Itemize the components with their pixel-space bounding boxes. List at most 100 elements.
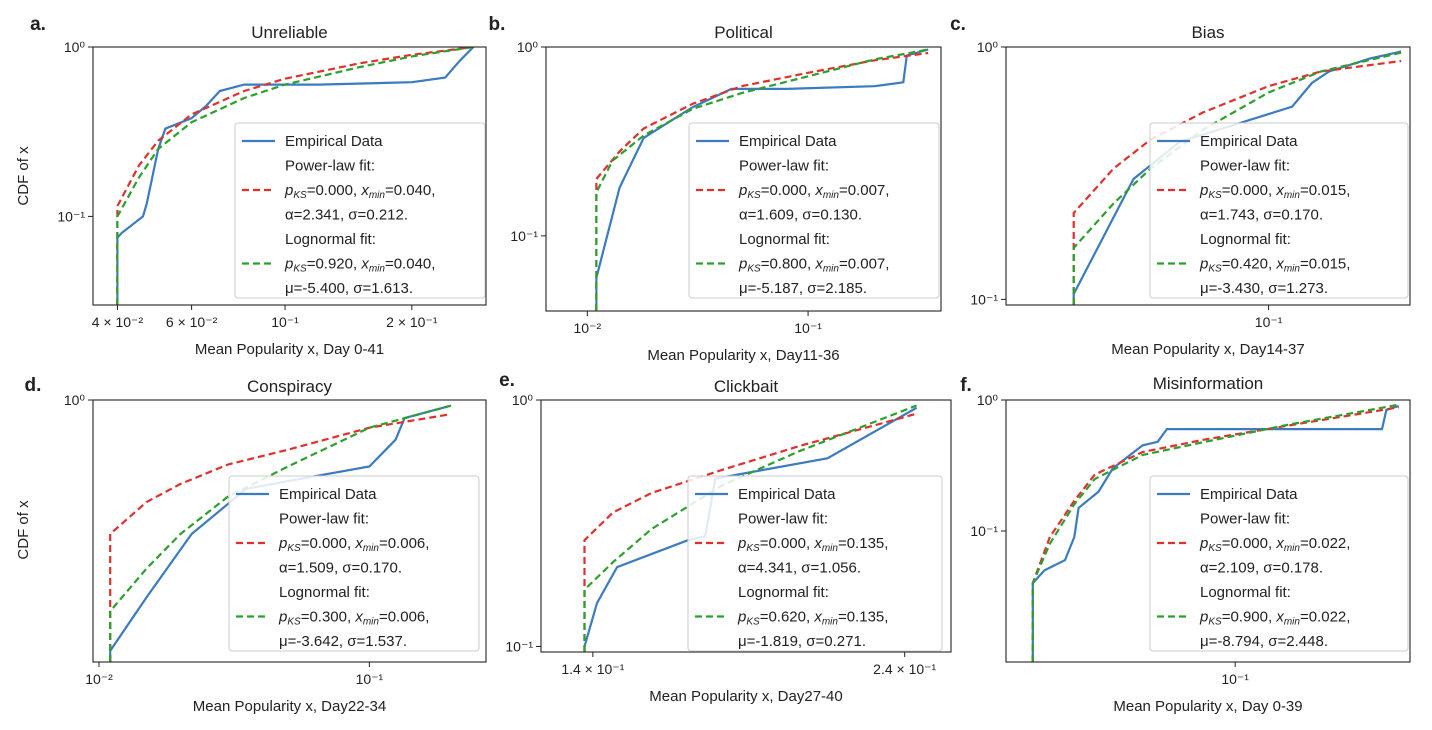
legend-box xyxy=(687,475,943,652)
legend-powerlaw-params-2: α=4.341, σ=1.056. xyxy=(738,560,861,577)
legend: Empirical Data Power-law fit: pKS=0.000, x… xyxy=(228,475,480,652)
legend-lognormal-params-1: pKS=0.920, xmin=0.040, xyxy=(284,256,435,275)
powerlaw-line xyxy=(1072,59,1402,305)
axes-frame xyxy=(540,399,952,653)
x-tick-label: 2.4 × 10⁻¹ xyxy=(873,661,936,677)
axes-frame xyxy=(545,46,942,312)
legend-lognormal-header: Lognormal fit: xyxy=(1200,584,1291,601)
legend-lognormal-params-1: pKS=0.900, xmin=0.022, xyxy=(1199,609,1350,628)
legend-lognormal-params-2: μ=-8.794, σ=2.448. xyxy=(1200,633,1328,650)
legend-powerlaw-header: Power-law fit: xyxy=(285,158,375,175)
legend-powerlaw-params-2: α=1.743, σ=0.170. xyxy=(1200,207,1323,224)
legend-lognormal-params-2: μ=-3.430, σ=1.273. xyxy=(1200,280,1328,297)
legend-powerlaw-params-2: α=2.341, σ=0.212. xyxy=(285,207,408,224)
x-axis-label: Mean Popularity x, Day27-40 xyxy=(649,688,842,705)
panel-letter: b. xyxy=(489,14,506,35)
lognormal-line xyxy=(583,404,917,652)
panel-title: Bias xyxy=(1191,23,1224,42)
y-tick-label: 10⁰ xyxy=(64,392,86,408)
legend-powerlaw-header: Power-law fit: xyxy=(1200,511,1290,528)
panel-2: b. Political 10⁻² 10⁻¹ 10⁻¹ 10⁰ Mean Popularit… xyxy=(489,14,942,364)
legend: Empirical Data Power-law fit: pKS=0.000, x… xyxy=(234,122,486,299)
legend-lognormal-params-2: μ=-5.400, σ=1.613. xyxy=(285,280,413,297)
legend-powerlaw-params-1: pKS=0.000, xmin=0.015, xyxy=(1199,182,1350,201)
legend: Empirical Data Power-law fit: pKS=0.000, x… xyxy=(1149,122,1409,299)
x-tick-label: 10⁻¹ xyxy=(1221,671,1249,687)
series-group xyxy=(116,47,475,305)
legend-powerlaw-params-2: α=1.509, σ=0.170. xyxy=(279,560,402,577)
empirical-line xyxy=(1031,404,1400,662)
x-tick-label: 6 × 10⁻² xyxy=(166,314,218,330)
x-tick-label: 10⁻² xyxy=(85,671,113,687)
x-axis-label: Mean Popularity x, Day11-36 xyxy=(647,347,839,364)
legend-box xyxy=(234,122,486,299)
legend-box xyxy=(1149,475,1409,652)
powerlaw-line xyxy=(109,413,451,662)
y-tick-label: 10⁻¹ xyxy=(510,228,538,244)
panel-letter: e. xyxy=(499,370,515,391)
legend-lognormal-header: Lognormal fit: xyxy=(279,584,370,601)
legend-lognormal-header: Lognormal fit: xyxy=(1200,231,1291,248)
y-tick-label: 10⁻¹ xyxy=(970,291,998,307)
legend-powerlaw-header: Power-law fit: xyxy=(739,158,829,175)
y-tick-label: 10⁻¹ xyxy=(505,639,533,655)
legend-box xyxy=(228,475,480,652)
legend-lognormal-params-2: μ=-5.187, σ=2.185. xyxy=(739,280,867,297)
legend-lognormal-params-2: μ=-1.819, σ=0.271. xyxy=(738,633,866,650)
panel-1: a. Unreliable 4 × 10⁻² 6 × 10⁻² 10⁻¹ 2 × 10⁻¹… xyxy=(30,14,487,358)
legend-empirical-label: Empirical Data xyxy=(738,486,836,503)
x-tick-label: 10⁻¹ xyxy=(271,314,299,330)
y-tick-label: 10⁻¹ xyxy=(57,208,85,224)
empirical-line xyxy=(1072,50,1402,305)
y-tick-label: 10⁰ xyxy=(977,392,999,408)
legend-powerlaw-header: Power-law fit: xyxy=(279,511,369,528)
y-tick-label: 10⁰ xyxy=(512,392,534,408)
legend-lognormal-params-1: pKS=0.420, xmin=0.015, xyxy=(1199,256,1350,275)
panel-title: Political xyxy=(714,23,773,42)
legend-empirical-label: Empirical Data xyxy=(739,133,837,150)
legend-powerlaw-params-2: α=2.109, σ=0.178. xyxy=(1200,560,1323,577)
legend-lognormal-params-1: pKS=0.620, xmin=0.135, xyxy=(737,609,888,628)
axes-frame xyxy=(1005,46,1411,306)
axes-frame xyxy=(92,46,487,306)
x-axis-label: Mean Popularity x, Day 0-39 xyxy=(1113,698,1302,715)
x-tick-label: 10⁻¹ xyxy=(356,671,384,687)
x-tick-label: 4 × 10⁻² xyxy=(92,314,144,330)
panel-5: e. Clickbait 1.4 × 10⁻¹ 2.4 × 10⁻¹ 10⁻¹ 10⁰ Me… xyxy=(499,370,952,705)
y-tick-label: 10⁰ xyxy=(64,39,86,55)
ylabel-row1: CDF of x xyxy=(15,146,32,206)
legend-lognormal-header: Lognormal fit: xyxy=(739,231,830,248)
ylabel-row2: CDF of x xyxy=(15,500,32,560)
series-group xyxy=(1031,403,1400,662)
x-tick-label: 10⁻² xyxy=(573,320,601,336)
legend-empirical-label: Empirical Data xyxy=(285,133,383,150)
powerlaw-line xyxy=(116,47,474,305)
lognormal-line xyxy=(1031,403,1399,662)
legend-powerlaw-params-1: pKS=0.000, xmin=0.022, xyxy=(1199,535,1350,554)
lognormal-line xyxy=(109,404,452,662)
y-tick-label: 10⁰ xyxy=(977,39,999,55)
panels: a. Unreliable 4 × 10⁻² 6 × 10⁻² 10⁻¹ 2 × 10⁻¹… xyxy=(25,14,1411,715)
legend-powerlaw-params-1: pKS=0.000, xmin=0.135, xyxy=(737,535,888,554)
panel-title: Conspiracy xyxy=(247,377,333,396)
x-tick-label: 1.4 × 10⁻¹ xyxy=(561,661,624,677)
legend-empirical-label: Empirical Data xyxy=(279,486,377,503)
lognormal-line xyxy=(116,47,474,305)
series-group xyxy=(595,48,929,311)
panel-3: c. Bias 10⁻¹ 10⁻¹ 10⁰ Mean Popularity x, Day1… xyxy=(950,14,1411,358)
legend: Empirical Data Power-law fit: pKS=0.000, x… xyxy=(687,475,943,652)
panel-letter: a. xyxy=(30,14,46,35)
legend-lognormal-params-1: pKS=0.300, xmin=0.006, xyxy=(278,609,429,628)
panel-6: f. Misinformation 10⁻¹ 10⁻¹ 10⁰ Mean Populari… xyxy=(960,374,1411,715)
x-axis-label: Mean Popularity x, Day22-34 xyxy=(193,698,386,715)
panel-title: Misinformation xyxy=(1153,374,1264,393)
panel-letter: d. xyxy=(25,375,42,396)
panel-title: Clickbait xyxy=(714,377,779,396)
legend-powerlaw-header: Power-law fit: xyxy=(738,511,828,528)
legend-powerlaw-params-1: pKS=0.000, xmin=0.006, xyxy=(278,535,429,554)
legend-lognormal-params-1: pKS=0.800, xmin=0.007, xyxy=(738,256,889,275)
x-tick-label: 10⁻¹ xyxy=(794,320,822,336)
x-tick-label: 10⁻¹ xyxy=(1255,314,1283,330)
legend-powerlaw-params-2: α=1.609, σ=0.130. xyxy=(739,207,862,224)
legend-box xyxy=(688,122,940,299)
